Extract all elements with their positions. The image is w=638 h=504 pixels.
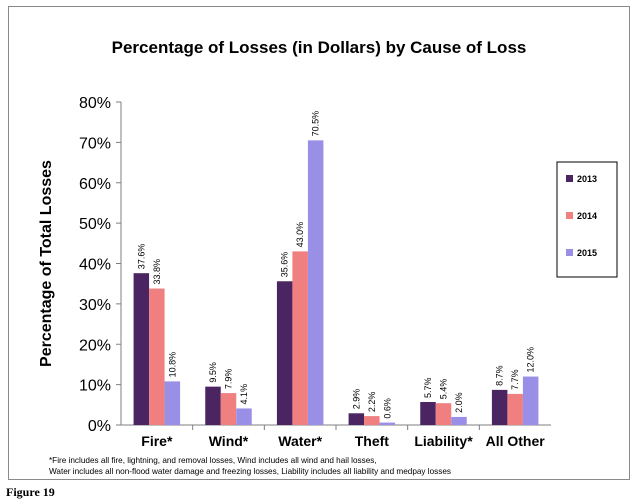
bar-2014 [435, 403, 452, 425]
bar-2014 [507, 393, 523, 425]
chart-title: Percentage of Losses (in Dollars) by Cau… [112, 38, 527, 57]
chart-data-labels: 37.6% 33.8% 10.8% 9.5% 7.9% 4.1% 35.6% 43.0% 70.… [136, 111, 535, 419]
x-tick-label: Wind* [209, 433, 249, 449]
y-tick-label: 10% [79, 378, 111, 395]
y-tick-label: 30% [79, 297, 111, 314]
x-tick-label: Liability* [414, 433, 473, 449]
legend-swatch-2013 [566, 175, 573, 182]
chart-frame: Percentage of Losses (in Dollars) by Cau… [8, 6, 630, 480]
data-label: 0.6% [382, 398, 392, 419]
y-tick-label: 70% [79, 135, 111, 152]
bar-2015 [451, 416, 467, 425]
legend-swatch-2015 [566, 249, 573, 256]
footnote-line-1: *Fire includes all fire, lightning, and … [49, 456, 377, 465]
y-tick-label: 50% [79, 216, 111, 233]
bar-2014 [220, 393, 237, 425]
data-label: 2.9% [351, 389, 361, 410]
chart-legend: 2013 2014 2015 [556, 161, 618, 278]
figure-label: Figure 19 [6, 485, 55, 499]
footnote-line-2: Water includes all non-flood water damag… [49, 467, 451, 476]
bar-2013 [491, 389, 508, 425]
chart-bars [133, 140, 539, 425]
legend-label-2013: 2013 [577, 174, 597, 184]
bar-chart: Percentage of Losses (in Dollars) by Cau… [38, 38, 618, 476]
y-axis-label: Percentage of Total Losses [38, 160, 55, 367]
y-tick-label: 20% [79, 337, 111, 354]
data-label: 7.7% [510, 369, 520, 390]
data-label: 5.4% [439, 379, 449, 400]
data-label: 43.0% [295, 222, 305, 248]
data-label: 5.7% [423, 377, 433, 398]
data-label: 33.8% [152, 259, 162, 285]
data-label: 8.7% [495, 365, 505, 386]
chart-axes: 0% 10% 20% 30% 40% 50% 60% 70% 80% Percentage of … [38, 95, 551, 449]
legend-label-2014: 2014 [577, 211, 597, 221]
x-tick-label: Theft [355, 433, 390, 449]
data-label: 2.0% [454, 392, 464, 413]
data-label: 9.5% [208, 362, 218, 383]
data-label: 2.2% [367, 392, 377, 413]
bar-2013 [133, 273, 150, 425]
data-label: 35.6% [280, 252, 290, 278]
x-tick-label: Fire* [141, 433, 173, 449]
bar-2015 [522, 376, 539, 425]
y-tick-label: 80% [79, 95, 111, 112]
x-tick-label: Water* [278, 433, 322, 449]
bar-2013 [276, 281, 293, 425]
y-tick-label: 40% [79, 257, 111, 274]
data-label: 7.9% [224, 369, 234, 390]
bar-2014 [364, 416, 380, 425]
y-tick-label: 0% [88, 418, 111, 435]
bar-2015 [236, 408, 252, 425]
legend-label-2015: 2015 [577, 248, 597, 258]
bar-2014 [292, 251, 308, 425]
bar-2015 [164, 381, 181, 425]
bar-2015 [379, 422, 396, 425]
x-tick-label: All Other [486, 433, 546, 449]
legend-swatch-2014 [566, 212, 573, 219]
data-label: 37.6% [136, 244, 146, 270]
bar-2015 [307, 140, 324, 425]
data-label: 10.8% [167, 352, 177, 378]
bar-2014 [149, 288, 165, 425]
data-label: 70.5% [311, 111, 321, 137]
bar-2013 [205, 386, 221, 425]
y-tick-label: 60% [79, 176, 111, 193]
bar-2013 [420, 401, 436, 425]
data-label: 12.0% [526, 347, 536, 373]
bar-2013 [348, 413, 365, 425]
data-label: 4.1% [239, 384, 249, 405]
